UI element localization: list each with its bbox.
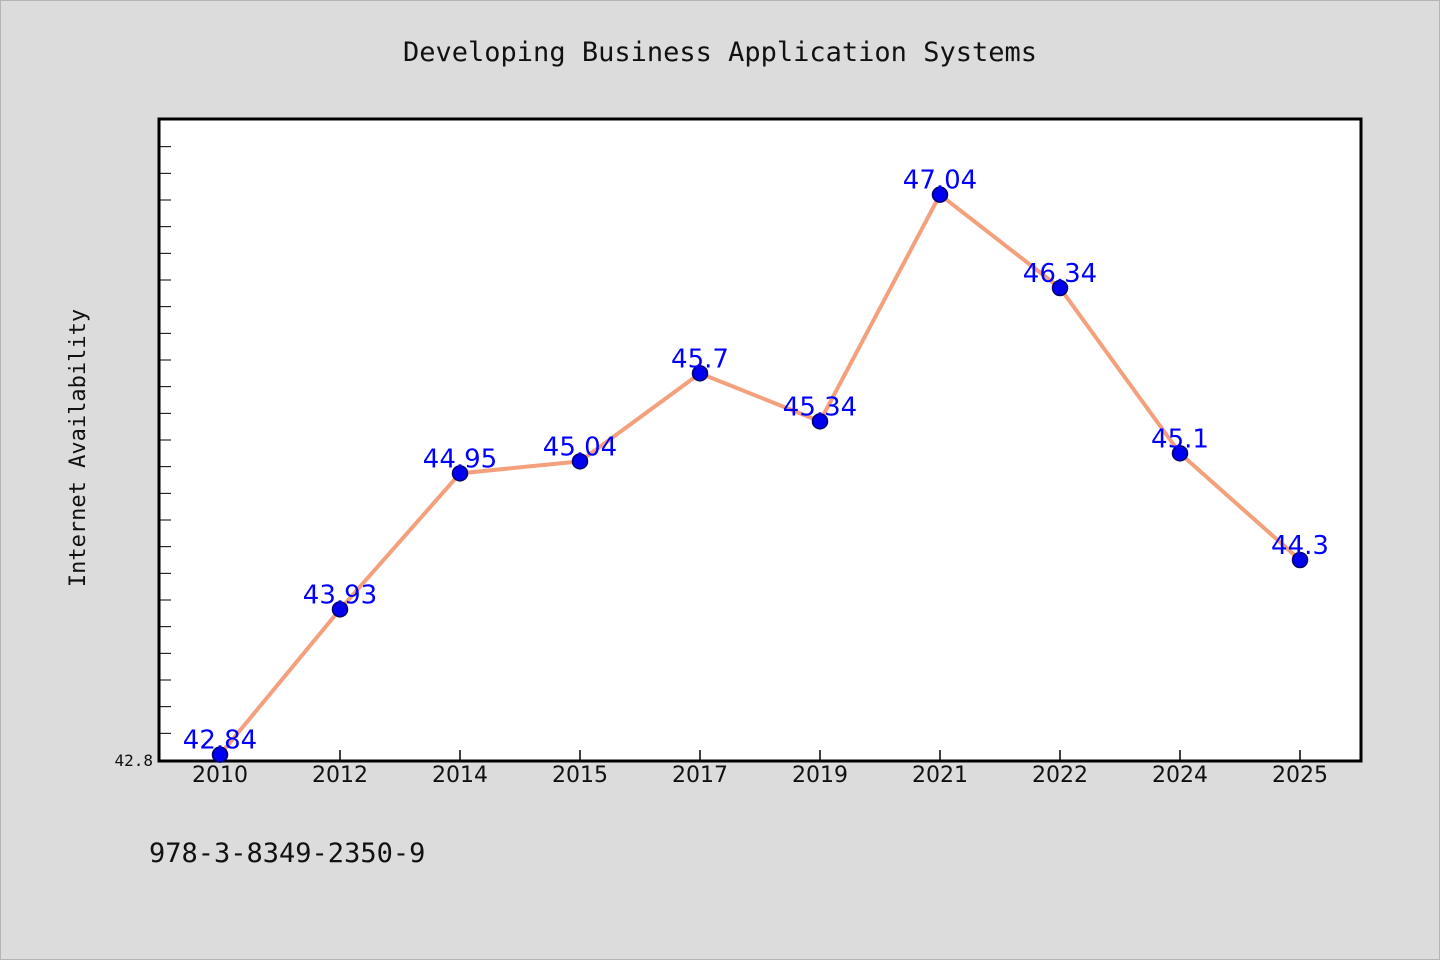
x-tick-label: 2010: [192, 763, 248, 788]
data-point-marker: [331, 601, 349, 618]
series-markers: [211, 186, 1309, 763]
data-point-marker: [1171, 445, 1189, 462]
data-point-marker: [811, 413, 829, 430]
x-tick-label: 2021: [912, 763, 968, 788]
series-line: [218, 192, 1302, 756]
data-label: 46.34: [1023, 259, 1097, 289]
isbn-text: 978-3-8349-2350-9: [149, 838, 425, 869]
data-point-marker: [571, 453, 589, 470]
x-tick-label: 2025: [1272, 763, 1328, 788]
x-tick-label: 2022: [1032, 763, 1088, 788]
data-label: 45.04: [543, 432, 617, 462]
data-label: 42.84: [183, 726, 257, 756]
plot-area: [157, 117, 1363, 763]
data-label: 44.3: [1271, 531, 1329, 561]
x-tick-label: 2012: [312, 763, 368, 788]
data-label: 43.93: [303, 580, 377, 610]
data-point-marker: [1051, 279, 1069, 297]
x-tick-label: 2024: [1152, 763, 1208, 788]
data-point-marker: [451, 465, 469, 482]
x-tick-label: 2017: [672, 763, 728, 788]
x-tick-label: 2015: [552, 763, 608, 788]
x-axis-tick-labels: 2010 2012 2014 2015 2017 2019 2021 2022 2024 2025: [192, 763, 1328, 788]
data-point-marker: [211, 746, 229, 763]
data-point-marker: [691, 365, 709, 382]
y-tick-label: 42.8: [114, 751, 153, 770]
y-axis-tick-labels: 42.8: [114, 751, 153, 770]
x-tick-label: 2014: [432, 763, 488, 788]
y-axis-minor-ticks: [160, 146, 171, 734]
data-label: 47.04: [903, 166, 977, 196]
data-label: 45.34: [783, 392, 857, 422]
data-label: 44.95: [423, 444, 497, 474]
data-label: 45.1: [1151, 424, 1209, 454]
chart-title: Developing Business Application Systems: [403, 37, 1037, 68]
data-point-marker: [1291, 551, 1309, 569]
data-point-marker: [931, 186, 949, 203]
data-label: 45.7: [671, 344, 729, 374]
y-axis-label: Internet Availability: [66, 309, 91, 587]
data-labels: 42.84 43.93 44.95 45.04 45.7 45.34 47.04 46.34 4…: [183, 166, 1329, 756]
x-tick-label: 2019: [792, 763, 848, 788]
